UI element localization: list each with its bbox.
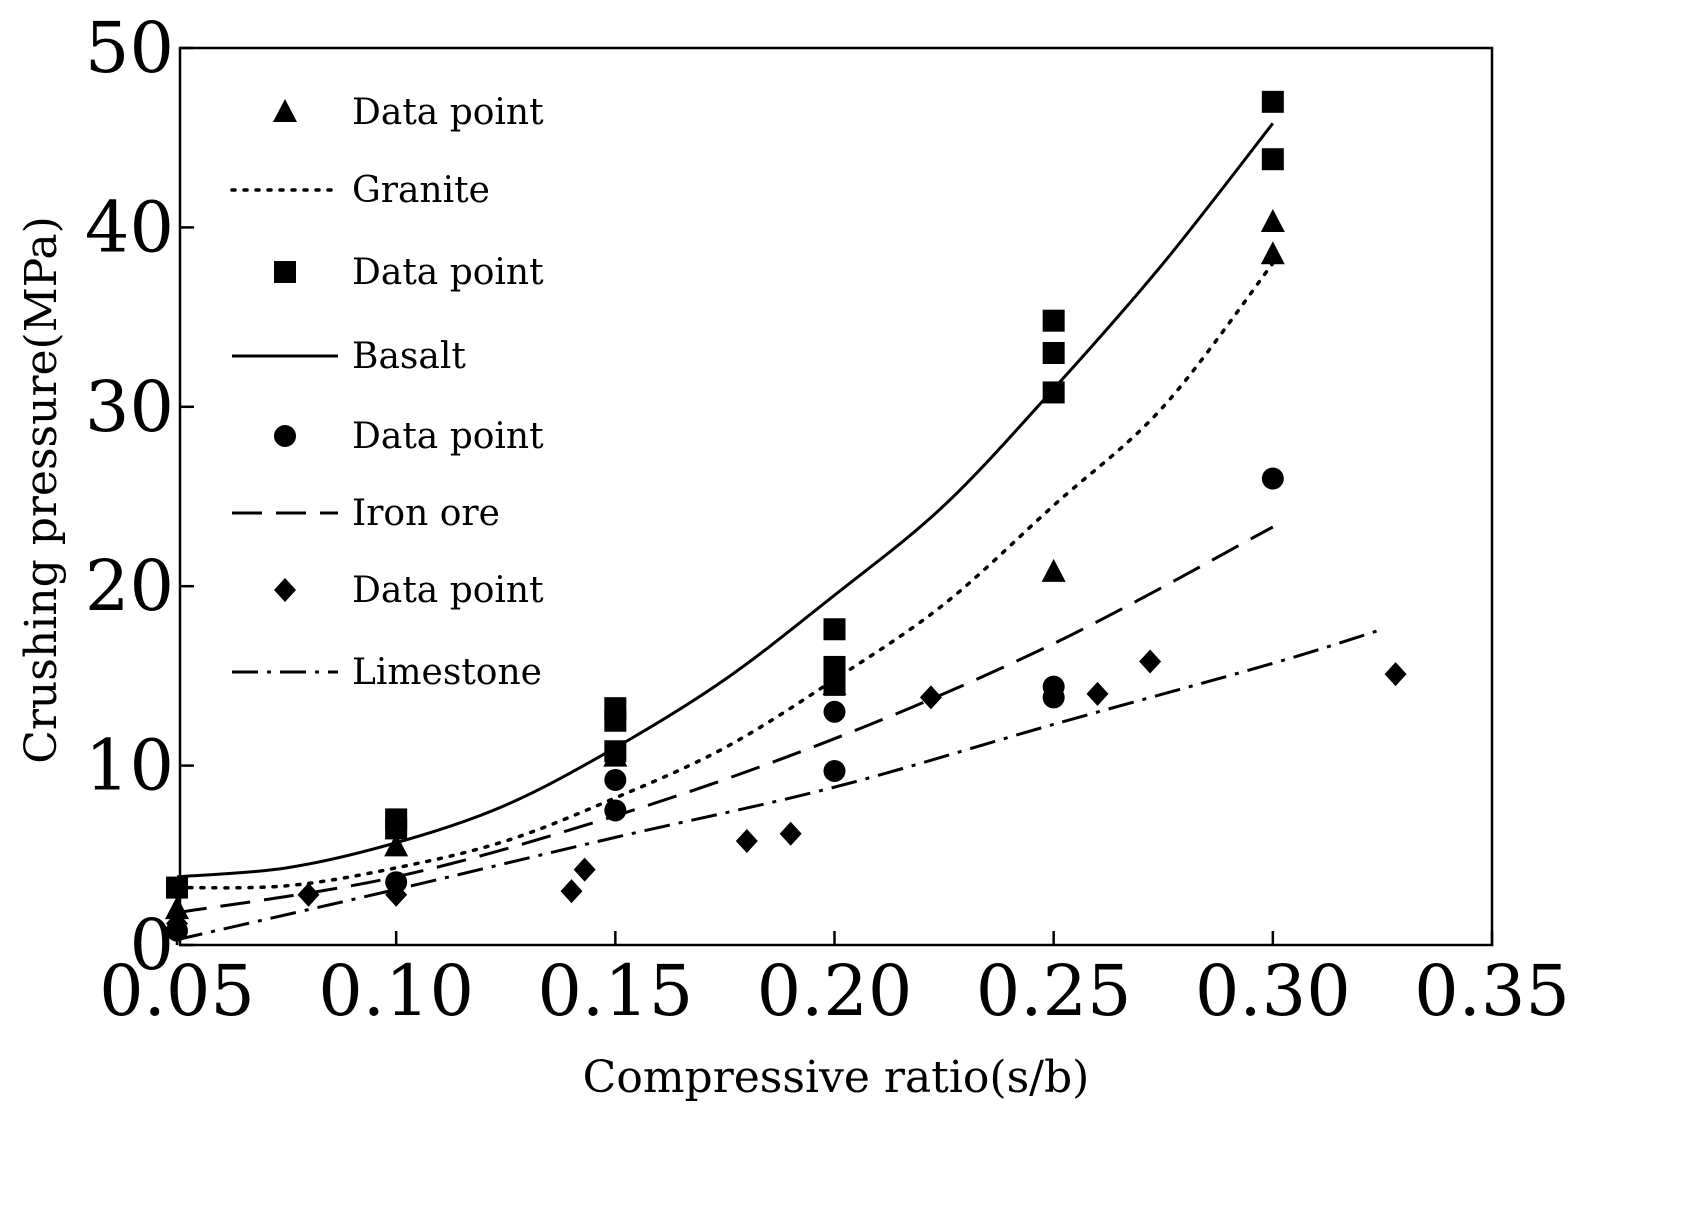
square-data-point xyxy=(1261,148,1284,171)
circle-data-point xyxy=(823,759,846,782)
circle-data-point xyxy=(1042,675,1065,698)
legend-circle-marker xyxy=(274,425,296,447)
legend-label: Limestone xyxy=(352,652,542,693)
circle-data-point xyxy=(1261,467,1284,490)
diamond-data-point xyxy=(1086,681,1109,706)
diamond-data-point xyxy=(166,911,188,936)
square-data-point xyxy=(1042,309,1065,332)
triangle-data-point xyxy=(165,896,189,920)
fit-curves xyxy=(175,122,1383,942)
triangle-data-point xyxy=(384,833,409,857)
diamond-data-point xyxy=(1139,649,1162,674)
y-axis-title: Crushing pressure(MPa) xyxy=(16,216,67,764)
y-tick-label: 50 xyxy=(85,7,174,89)
y-axis-ticks: 0 10 20 30 40 50 xyxy=(85,7,194,986)
circle-data-point xyxy=(823,700,846,723)
x-axis-ticks: 0.05 0.10 0.15 0.20 0.25 0.30 0.35 xyxy=(99,931,1570,1032)
legend-label: Data point xyxy=(352,416,544,457)
diamond-data-point xyxy=(735,828,758,853)
y-tick-label: 20 xyxy=(85,545,174,627)
square-data-point xyxy=(604,697,627,720)
x-axis-title: Compressive ratio(s/b) xyxy=(583,1052,1090,1103)
x-tick-label: 0.25 xyxy=(976,950,1132,1032)
square-data-point xyxy=(166,876,188,899)
diamond-data-point xyxy=(1384,662,1407,687)
x-tick-label: 0.20 xyxy=(757,950,913,1032)
diamond-data-point xyxy=(573,857,596,882)
square-data-point xyxy=(823,618,846,641)
legend-diamond-marker xyxy=(274,578,296,602)
granite-curve xyxy=(175,261,1275,890)
circle-data-point xyxy=(385,871,408,894)
triangle-data-point xyxy=(1260,209,1285,233)
legend-label: Data point xyxy=(352,252,544,293)
circle-data-point xyxy=(604,799,627,822)
x-tick-label: 0.30 xyxy=(1195,950,1351,1032)
y-tick-label: 30 xyxy=(85,366,174,448)
legend-label: Data point xyxy=(352,92,544,133)
x-tick-label: 0.05 xyxy=(99,950,255,1032)
x-tick-label: 0.15 xyxy=(537,950,693,1032)
plot-frame xyxy=(178,46,1494,947)
data-points xyxy=(165,90,1407,942)
square-data-point xyxy=(604,740,627,763)
legend-label: Granite xyxy=(352,170,490,211)
square-data-point xyxy=(823,673,846,696)
square-data-point xyxy=(1042,341,1065,364)
legend-label: Basalt xyxy=(352,336,466,377)
square-data-point xyxy=(1042,381,1065,404)
legend-triangle-marker xyxy=(273,99,297,122)
legend-square-marker xyxy=(274,261,296,283)
square-data-point xyxy=(385,808,408,831)
square-data-point xyxy=(823,655,846,678)
triangle-data-point xyxy=(1041,558,1066,582)
y-tick-label: 0 xyxy=(129,904,174,986)
legend-label: Iron ore xyxy=(352,493,500,534)
x-tick-label: 0.35 xyxy=(1414,950,1570,1032)
basalt-curve xyxy=(176,122,1275,879)
diamond-data-point xyxy=(385,882,408,907)
square-data-point xyxy=(1261,90,1284,113)
legend: Data point Granite Data point Basalt Data po… xyxy=(230,92,544,693)
diamond-data-point xyxy=(297,882,320,907)
x-tick-label: 0.10 xyxy=(318,950,474,1032)
y-tick-label: 10 xyxy=(85,725,174,807)
y-tick-label: 40 xyxy=(85,186,174,268)
diamond-data-point xyxy=(560,879,583,904)
circle-data-point xyxy=(604,768,627,791)
diamond-data-point xyxy=(919,685,942,710)
legend-label: Data point xyxy=(352,570,544,611)
iron-ore-curve xyxy=(176,525,1274,915)
diamond-data-point xyxy=(779,821,802,846)
triangle-data-point xyxy=(1260,241,1285,265)
